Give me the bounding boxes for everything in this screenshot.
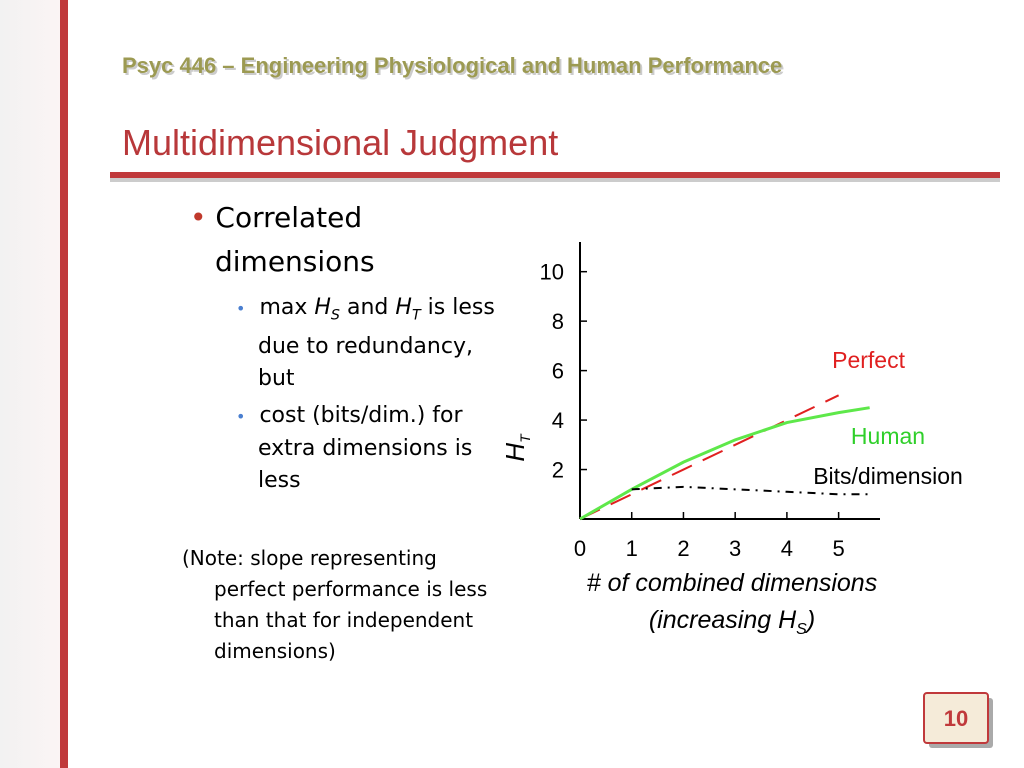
run: and xyxy=(340,295,396,320)
y-label-main: H xyxy=(500,443,530,462)
y-tick-label: 8 xyxy=(552,309,564,334)
series-line xyxy=(631,485,870,496)
run: is less due to redundancy, but xyxy=(258,295,495,390)
x-axis-label-2: (increasing HS) xyxy=(649,606,815,638)
bullet-text: cost (bits/dim.) for extra dimensions is… xyxy=(258,403,473,493)
x-tick-label: 0 xyxy=(574,536,586,561)
bullet: • Correlated dimensions xyxy=(190,201,375,278)
note: (Note: slope representing perfect perfor… xyxy=(182,546,488,663)
series-line xyxy=(579,406,870,521)
rule-shadow xyxy=(110,178,1000,182)
run: H xyxy=(314,295,331,320)
run: H xyxy=(395,295,412,320)
x-axis-label: # of combined dimensions xyxy=(587,569,877,597)
course-title: Psyc 446 – Engineering Physiological and… xyxy=(122,53,782,78)
bullet-text: Correlated dimensions xyxy=(215,201,375,278)
x-tick-label: 2 xyxy=(677,536,689,561)
sub-bullet: • cost (bits/dim.) for extra dimensions … xyxy=(236,403,473,493)
x-tick-label: 5 xyxy=(832,536,844,561)
series-label: Perfect xyxy=(832,347,905,373)
y-tick-label: 2 xyxy=(552,458,564,483)
y-axis-label: HT xyxy=(500,433,533,462)
series-label: Human xyxy=(851,423,925,449)
x-tick-label: 1 xyxy=(626,536,638,561)
series-label: Bits/dimension xyxy=(813,463,963,489)
run: max xyxy=(259,295,315,320)
title-rule xyxy=(110,172,1000,178)
side-bar xyxy=(60,0,68,768)
slide-title: Multidimensional Judgment xyxy=(122,122,558,163)
page-box xyxy=(923,692,989,744)
x-label-sub: S xyxy=(796,621,807,638)
y-tick-label: 6 xyxy=(552,359,564,384)
x-label-end: ) xyxy=(804,606,815,634)
run: S xyxy=(330,307,340,324)
x-tick-label: 3 xyxy=(729,536,741,561)
y-tick-label: 4 xyxy=(552,408,564,433)
y-label-sub: T xyxy=(517,433,533,443)
x-tick-label: 4 xyxy=(781,536,793,561)
side-band xyxy=(0,0,60,768)
run: T xyxy=(411,307,421,324)
page-number: 10 xyxy=(944,706,968,731)
chart: HT # of combined dimensions (increasing … xyxy=(500,242,963,638)
x-label-main: (increasing H xyxy=(649,606,797,634)
y-tick-label: 10 xyxy=(540,260,564,285)
sub-bullet: • max HS and HT is less due to redundanc… xyxy=(236,295,495,390)
course-shadow: Psyc 446 – Engineering Physiological and… xyxy=(124,55,784,80)
series-line xyxy=(579,394,840,520)
